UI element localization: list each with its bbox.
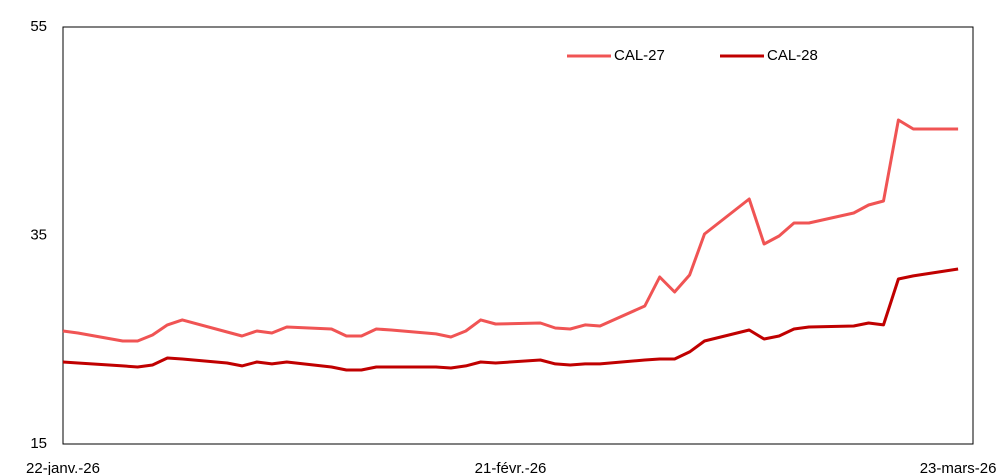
y-tick-label: 35 xyxy=(30,226,47,243)
series-line xyxy=(62,267,959,372)
x-tick-label: 22-janv.-26 xyxy=(26,460,100,475)
y-tick-label: 15 xyxy=(30,435,47,452)
legend-label: CAL-27 xyxy=(614,47,665,64)
x-tick-label: 21-févr.-26 xyxy=(475,460,547,475)
y-tick-label: 55 xyxy=(30,18,47,35)
plot-frame xyxy=(62,26,974,445)
legend-label: CAL-28 xyxy=(767,47,818,64)
x-tick-label: 23-mars-26 xyxy=(920,460,997,475)
series-line xyxy=(62,118,959,343)
